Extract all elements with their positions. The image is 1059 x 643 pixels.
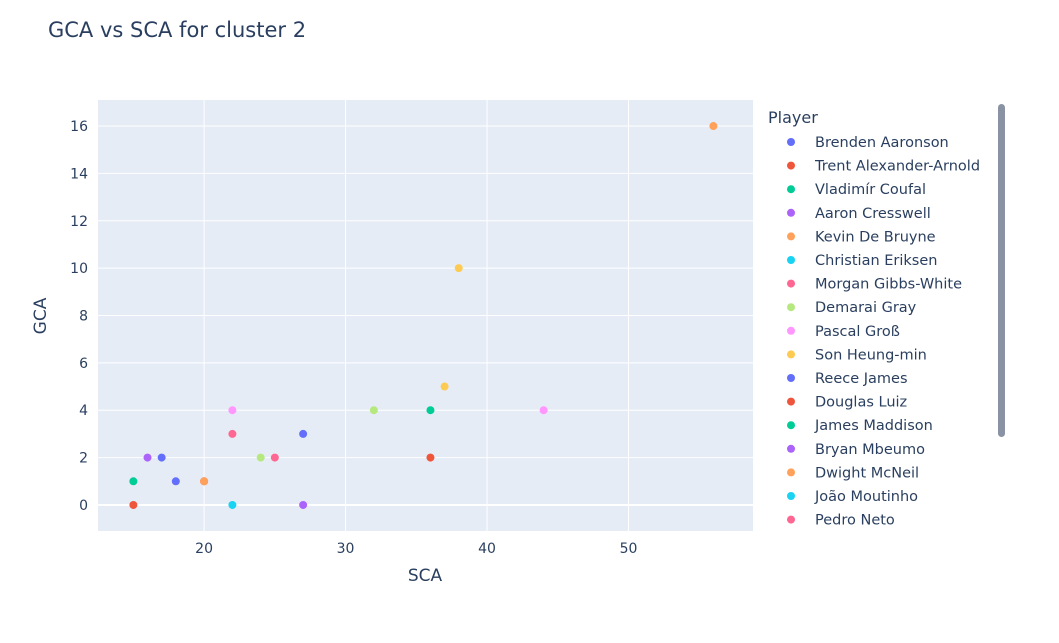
data-point[interactable] (426, 453, 435, 462)
legend-marker (787, 303, 795, 312)
legend-marker (787, 350, 795, 359)
legend-marker (787, 256, 795, 264)
legend-marker (787, 397, 795, 406)
data-point[interactable] (299, 500, 308, 509)
legend-marker (787, 468, 795, 477)
legend-item[interactable]: Douglas Luiz (787, 395, 907, 411)
legend-item[interactable]: Reece James (787, 371, 908, 387)
y-tick-label: 2 (79, 451, 88, 467)
data-point[interactable] (440, 382, 449, 391)
x-axis-label: SCA (408, 566, 443, 586)
legend-marker (787, 326, 795, 335)
legend-items: Brenden Aaronson Trent Alexander-Arnold Vl… (787, 135, 980, 529)
legend-marker (787, 515, 795, 524)
legend-label: Christian Eriksen (815, 253, 937, 269)
legend-label: Pascal Groß (815, 324, 900, 340)
legend-marker (787, 421, 795, 430)
legend-item[interactable]: Demarai Gray (787, 300, 917, 316)
legend-marker (787, 232, 795, 241)
x-tick-label: 30 (337, 541, 355, 557)
data-point[interactable] (129, 477, 138, 486)
y-tick-label: 12 (70, 214, 88, 230)
legend-label: Bryan Mbeumo (815, 442, 925, 458)
legend-label: James Maddison (814, 418, 933, 434)
x-tick-label: 20 (195, 541, 213, 557)
legend-label: Aaron Cresswell (815, 206, 931, 222)
legend-label: Douglas Luiz (815, 395, 907, 411)
legend-item[interactable]: Son Heung-min (787, 347, 927, 363)
legend-label: Son Heung-min (815, 347, 927, 363)
y-tick-label: 8 (79, 309, 88, 325)
legend-item[interactable]: Trent Alexander-Arnold (787, 159, 980, 175)
legend-marker (787, 185, 795, 194)
legend-label: Reece James (815, 371, 908, 387)
legend-label: Demarai Gray (815, 300, 917, 316)
legend-item[interactable]: Christian Eriksen (787, 253, 937, 269)
y-axis-label: GCA (31, 297, 51, 334)
legend-label: Kevin De Bruyne (815, 229, 936, 245)
y-tick-label: 4 (79, 403, 88, 419)
x-tick-label: 50 (620, 541, 638, 557)
legend-label: Morgan Gibbs-White (815, 277, 962, 293)
chart-title: GCA vs SCA for cluster 2 (48, 18, 306, 42)
data-point[interactable] (228, 406, 237, 415)
legend-marker (787, 492, 795, 500)
legend-item[interactable]: Pascal Groß (787, 324, 900, 340)
legend-marker (787, 444, 795, 453)
legend-marker (787, 161, 795, 170)
legend-marker (787, 208, 795, 217)
data-point[interactable] (228, 500, 237, 509)
legend-item[interactable]: Pedro Neto (787, 513, 895, 529)
y-gridlines (98, 125, 753, 506)
legend-item[interactable]: Morgan Gibbs-White (787, 277, 962, 293)
data-point[interactable] (200, 477, 209, 486)
data-point[interactable] (228, 429, 237, 438)
legend-marker (787, 138, 795, 146)
data-point[interactable] (270, 453, 279, 462)
legend-marker (787, 279, 795, 288)
data-point[interactable] (256, 453, 265, 462)
y-tick-label: 10 (70, 261, 88, 277)
legend-item[interactable]: João Moutinho (787, 489, 918, 505)
legend-label: Trent Alexander-Arnold (814, 159, 980, 175)
y-tick-label: 0 (79, 498, 88, 514)
data-points (129, 122, 718, 509)
data-point[interactable] (369, 406, 378, 415)
data-point[interactable] (129, 500, 138, 509)
legend-label: Brenden Aaronson (815, 135, 949, 151)
legend-title: Player (768, 108, 818, 127)
legend-item[interactable]: James Maddison (787, 418, 933, 434)
x-tick-label: 40 (478, 541, 496, 557)
legend-item[interactable]: Bryan Mbeumo (787, 442, 925, 458)
legend: Player Brenden Aaronson Trent Alexander-A… (768, 108, 980, 529)
data-point[interactable] (299, 429, 308, 438)
legend-item[interactable]: Brenden Aaronson (787, 135, 949, 151)
data-point[interactable] (709, 122, 718, 131)
data-point[interactable] (171, 477, 180, 486)
data-point[interactable] (454, 264, 463, 273)
y-tick-label: 6 (79, 356, 88, 372)
legend-scrollbar[interactable] (998, 104, 1005, 437)
legend-item[interactable]: Vladimír Coufal (787, 182, 926, 198)
legend-label: Pedro Neto (815, 513, 895, 529)
x-tick-labels: 20 30 40 50 (195, 541, 637, 557)
y-tick-label: 16 (70, 119, 88, 135)
data-point[interactable] (426, 406, 435, 415)
data-point[interactable] (143, 453, 152, 462)
y-tick-label: 14 (70, 166, 88, 182)
y-tick-labels: 0 2 4 6 8 10 12 14 16 (70, 119, 88, 514)
legend-label: João Moutinho (814, 489, 918, 505)
legend-marker (787, 374, 795, 382)
legend-item[interactable]: Dwight McNeil (787, 465, 919, 481)
legend-item[interactable]: Kevin De Bruyne (787, 229, 936, 245)
data-point[interactable] (539, 406, 548, 415)
data-point[interactable] (157, 453, 166, 462)
legend-label: Dwight McNeil (815, 465, 919, 481)
legend-label: Vladimír Coufal (815, 182, 926, 198)
legend-item[interactable]: Aaron Cresswell (787, 206, 931, 222)
